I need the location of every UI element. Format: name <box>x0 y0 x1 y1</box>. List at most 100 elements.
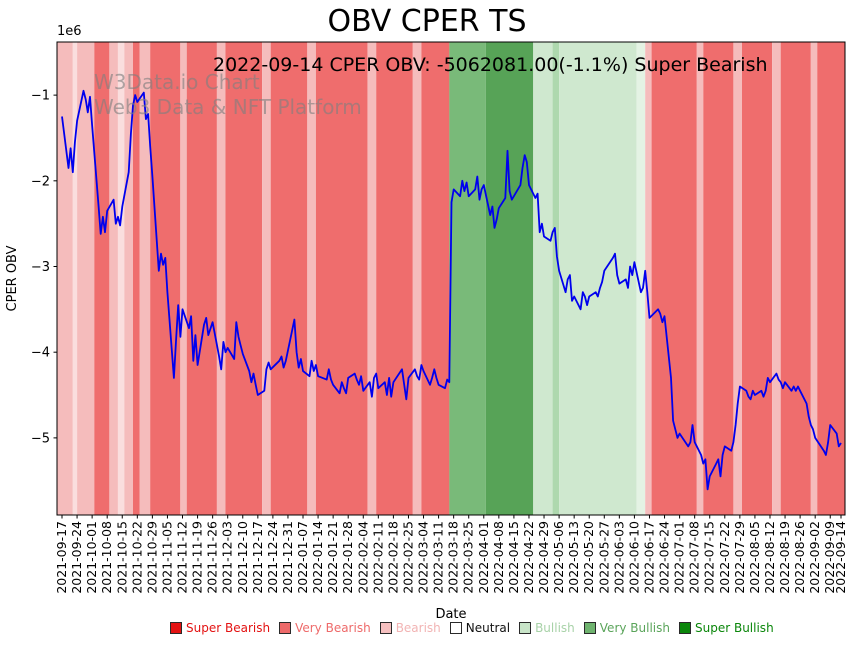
x-tick-label: 2022-02-18 <box>385 521 400 594</box>
sentiment-band <box>118 42 125 515</box>
x-tick-label: 2021-09-24 <box>69 521 84 594</box>
sentiment-band <box>703 42 734 515</box>
y-axis-label: CPER OBV <box>5 245 20 311</box>
sentiment-bands <box>57 42 845 515</box>
sentiment-band <box>376 42 413 515</box>
sentiment-band <box>186 42 217 515</box>
x-tick-label: 2022-06-03 <box>611 521 626 594</box>
legend-label: Super Bearish <box>186 621 271 635</box>
sentiment-band <box>315 42 368 515</box>
x-tick-label: 2021-10-01 <box>84 521 99 594</box>
legend-item: Very Bullish <box>583 621 670 635</box>
sentiment-band <box>109 42 118 515</box>
x-tick-label: 2022-03-25 <box>461 521 476 594</box>
x-tick-label: 2022-01-28 <box>340 521 355 594</box>
x-tick-label: 2022-04-29 <box>536 521 551 594</box>
x-tick-label: 2022-09-14 <box>833 521 848 594</box>
chart-title: OBV CPER TS <box>327 4 527 39</box>
sentiment-band <box>645 42 652 515</box>
x-tick-label: 2022-03-11 <box>431 521 446 594</box>
x-tick-label: 2021-09-17 <box>54 521 69 594</box>
y-tick-label: −3 <box>31 260 50 275</box>
sentiment-band <box>810 42 818 515</box>
legend-label: Very Bearish <box>295 621 371 635</box>
sentiment-band <box>651 42 697 515</box>
legend-swatch <box>519 622 532 634</box>
sentiment-band <box>72 42 78 515</box>
x-tick-label: 2022-07-08 <box>687 521 702 594</box>
x-tick-label: 2021-10-29 <box>144 521 159 594</box>
x-tick-label: 2022-05-06 <box>551 521 566 594</box>
sentiment-band <box>57 42 73 515</box>
sentiment-band <box>133 42 140 515</box>
x-tick-label: 2021-10-08 <box>99 521 114 594</box>
legend-item: Bearish <box>379 621 441 635</box>
x-tick-label: 2022-07-22 <box>717 521 732 594</box>
x-tick-label: 2021-12-10 <box>235 521 250 594</box>
legend-label: Bullish <box>535 621 575 635</box>
plot-frame <box>56 41 846 516</box>
sentiment-band <box>367 42 377 515</box>
x-tick-label: 2022-02-04 <box>355 521 370 594</box>
x-tick-label: 2022-02-11 <box>370 521 385 594</box>
y-offset-label: 1e6 <box>57 24 82 39</box>
x-tick-label: 2022-05-20 <box>581 521 596 594</box>
obv-line <box>61 89 842 491</box>
sentiment-band <box>216 42 226 515</box>
x-tick-label: 2022-01-07 <box>295 521 310 594</box>
sentiment-band <box>559 42 637 515</box>
sentiment-band <box>139 42 151 515</box>
legend-swatch <box>379 622 392 634</box>
sentiment-band <box>780 42 811 515</box>
x-tick-label: 2021-11-12 <box>175 521 190 594</box>
x-tick-label: 2021-11-19 <box>190 521 205 594</box>
x-tick-label: 2022-08-26 <box>792 521 807 594</box>
x-tick-label: 2022-06-24 <box>657 521 672 594</box>
x-tick-label: 2022-09-02 <box>807 521 822 594</box>
x-tick-label: 2022-08-12 <box>762 521 777 594</box>
x-tick-label: 2022-06-17 <box>642 521 657 594</box>
legend-item: Super Bullish <box>679 621 774 635</box>
sentiment-band <box>449 42 486 515</box>
sentiment-band <box>636 42 646 515</box>
sentiment-band <box>150 42 181 515</box>
x-tick-label: 2021-10-22 <box>129 521 144 594</box>
sentiment-band <box>94 42 110 515</box>
y-axis: −1 −2 −3 −4 −5 1e6 <box>31 24 82 446</box>
x-tick-label: 2022-07-01 <box>672 521 687 594</box>
sentiment-band <box>180 42 187 515</box>
legend-label: Super Bullish <box>695 621 774 635</box>
sentiment-band <box>817 42 845 515</box>
x-axis-label: Date <box>435 607 466 622</box>
sentiment-band <box>225 42 263 515</box>
x-tick-label: 2022-03-18 <box>446 521 461 594</box>
legend-label: Very Bullish <box>599 621 670 635</box>
legend-item: Very Bearish <box>279 621 371 635</box>
legend-label: Bearish <box>395 621 441 635</box>
x-tick-label: 2021-12-17 <box>250 521 265 594</box>
x-tick-label: 2022-05-13 <box>566 521 581 594</box>
x-tick-label: 2022-03-04 <box>416 521 431 594</box>
x-tick-label: 2022-04-15 <box>506 521 521 594</box>
x-tick-label: 2022-09-09 <box>822 521 837 594</box>
legend-swatch <box>449 622 462 634</box>
x-tick-label: 2021-10-15 <box>114 521 129 594</box>
sentiment-band <box>552 42 560 515</box>
y-tick-label: −2 <box>31 174 50 189</box>
x-tick-label: 2022-01-14 <box>310 521 325 594</box>
y-tick-label: −5 <box>31 431 50 446</box>
legend-label: Neutral <box>465 621 511 635</box>
legend-item: Neutral <box>449 621 511 635</box>
x-tick-label: 2021-11-26 <box>205 521 220 594</box>
sentiment-band <box>772 42 781 515</box>
sentiment-band <box>77 42 95 515</box>
sentiment-band <box>270 42 308 515</box>
sentiment-band <box>412 42 422 515</box>
x-tick-label: 2022-07-29 <box>732 521 747 594</box>
x-tick-label: 2022-02-25 <box>401 521 416 594</box>
sentiment-band <box>733 42 742 515</box>
legend-swatch <box>170 622 182 634</box>
x-tick-label: 2022-04-22 <box>521 521 536 594</box>
sentiment-band <box>262 42 271 515</box>
